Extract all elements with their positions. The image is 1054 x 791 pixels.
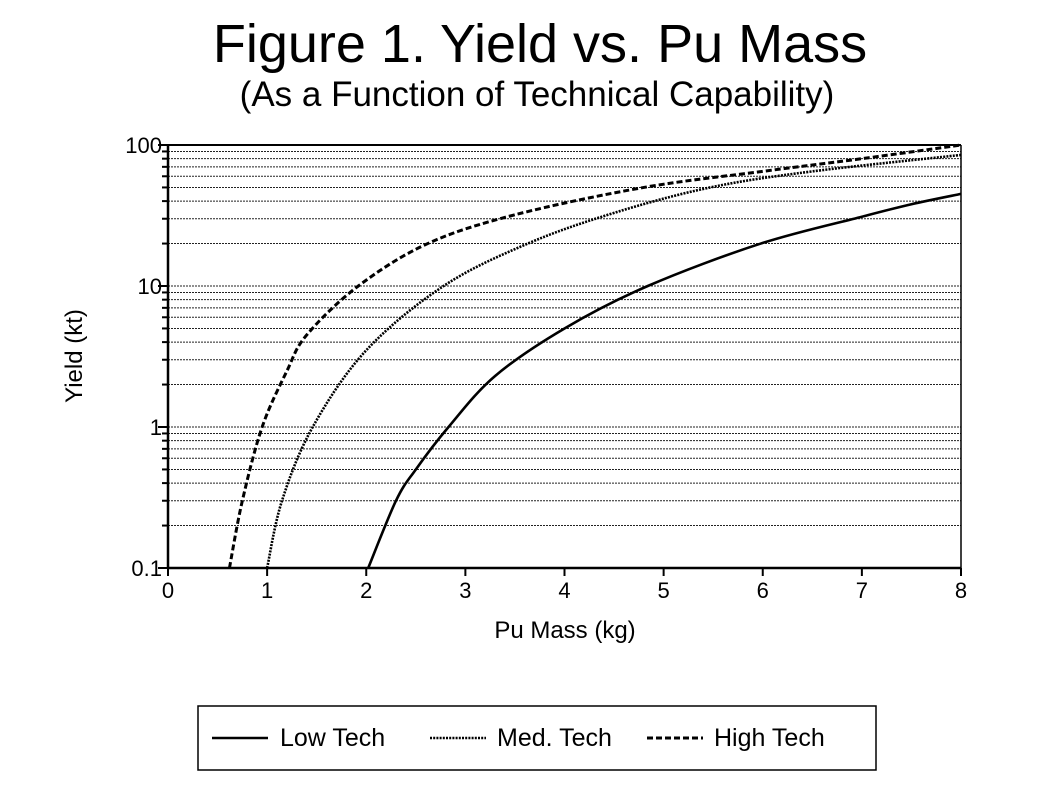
y-tick-label: 10 xyxy=(138,274,162,299)
x-tick-label: 1 xyxy=(261,578,273,603)
x-tick-label: 8 xyxy=(955,578,967,603)
legend-label: High Tech xyxy=(714,724,825,752)
y-tick-label: 0.1 xyxy=(131,556,162,581)
y-tick-label: 100 xyxy=(125,133,162,158)
legend-box xyxy=(197,705,877,771)
y-tick-label: 1 xyxy=(150,415,162,440)
x-tick-label: 2 xyxy=(360,578,372,603)
x-tick-label: 4 xyxy=(558,578,570,603)
series-high-tech xyxy=(227,143,962,569)
series-med-tech xyxy=(265,153,962,569)
gridlines xyxy=(168,150,961,527)
legend: Low Tech Med. Tech High Tech xyxy=(197,705,877,771)
legend-label: Med. Tech xyxy=(497,724,612,752)
chart-title: Figure 1. Yield vs. Pu Mass xyxy=(213,14,867,74)
chart-subtitle: (As a Function of Technical Capability) xyxy=(240,75,835,114)
x-tick-label: 6 xyxy=(757,578,769,603)
x-tick-label: 5 xyxy=(658,578,670,603)
legend-label: Low Tech xyxy=(280,724,385,752)
axes: 0 1 2 3 4 5 6 7 8 0.1 1 10 100 xyxy=(125,133,967,603)
x-tick-label: 7 xyxy=(856,578,868,603)
x-axis-label: Pu Mass (kg) xyxy=(494,617,635,644)
x-tick-label: 3 xyxy=(459,578,471,603)
y-axis-label: Yield (kt) xyxy=(61,309,88,403)
series-lines xyxy=(227,143,962,569)
series-low-tech xyxy=(367,192,962,569)
x-tick-label: 0 xyxy=(162,578,174,603)
